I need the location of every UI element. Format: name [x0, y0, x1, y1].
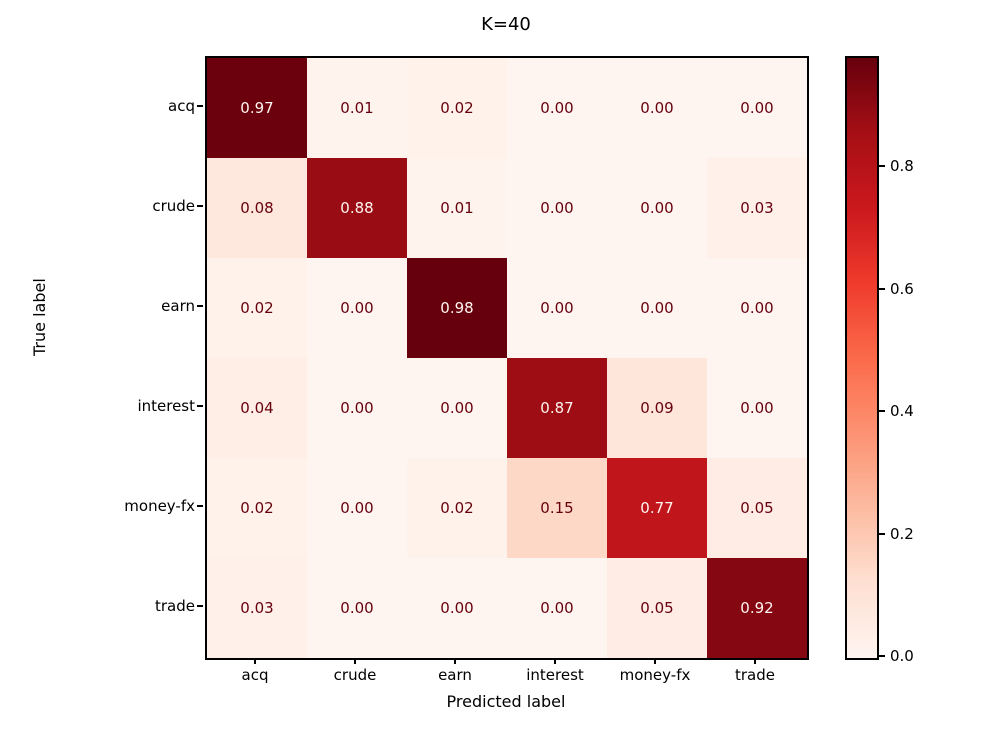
x-tick-mark [254, 658, 256, 664]
heatmap-axes: 0.97 0.01 0.02 0.00 0.00 0.00 0.08 0.88 0.01 0.00… [205, 56, 809, 660]
heatmap-cell: 0.05 [707, 458, 807, 558]
colorbar-tick-label: 0.6 [890, 279, 914, 298]
heatmap-cell: 0.00 [307, 258, 407, 358]
heatmap-cell: 0.00 [607, 258, 707, 358]
y-tick-mark [197, 305, 203, 307]
y-tick-label: trade [155, 597, 195, 615]
colorbar-tick-label: 0.0 [890, 647, 914, 665]
heatmap-cell: 0.00 [307, 558, 407, 658]
heatmap-cell: 0.04 [207, 358, 307, 458]
colorbar-tick-mark [879, 287, 885, 290]
colorbar-tick-mark [879, 410, 885, 413]
colorbar-tick-label: 0.4 [890, 402, 914, 421]
x-tick-label: crude [333, 666, 377, 684]
heatmap-cell: 0.00 [607, 58, 707, 158]
y-tick-mark [197, 505, 203, 507]
heatmap-cell: 0.00 [507, 558, 607, 658]
y-tick-label: earn [161, 297, 195, 315]
heatmap-cell: 0.00 [407, 558, 507, 658]
chart-title: K=40 [481, 14, 531, 35]
y-tick-label: money-fx [124, 497, 195, 515]
heatmap-cell: 0.00 [507, 58, 607, 158]
y-tick-mark [197, 205, 203, 207]
heatmap-cell: 0.01 [407, 158, 507, 258]
x-tick-mark [454, 658, 456, 664]
colorbar-tick-mark [879, 165, 885, 168]
heatmap-cell: 0.00 [507, 158, 607, 258]
y-tick-label: acq [168, 97, 195, 115]
x-tick-label: earn [438, 666, 472, 684]
heatmap-cell: 0.05 [607, 558, 707, 658]
colorbar-tick-mark [879, 532, 885, 535]
heatmap-cell: 0.09 [607, 358, 707, 458]
heatmap-cell: 0.15 [507, 458, 607, 558]
heatmap-cell: 0.02 [207, 458, 307, 558]
heatmap-cell: 0.00 [707, 358, 807, 458]
heatmap-cell: 0.00 [407, 358, 507, 458]
x-tick-mark [654, 658, 656, 664]
heatmap-cell: 0.92 [707, 558, 807, 658]
heatmap-cell: 0.02 [407, 458, 507, 558]
y-tick-label: crude [152, 197, 195, 215]
heatmap-cell: 0.03 [207, 558, 307, 658]
y-tick-mark [197, 105, 203, 107]
colorbar-tick-label: 0.2 [890, 524, 914, 543]
y-axis-title: True label [30, 278, 49, 356]
heatmap-cell: 0.08 [207, 158, 307, 258]
heatmap-cell: 0.88 [307, 158, 407, 258]
y-tick-mark [197, 605, 203, 607]
x-axis-title: Predicted label [446, 692, 566, 711]
heatmap-cell: 0.03 [707, 158, 807, 258]
y-tick-label: interest [137, 397, 195, 415]
heatmap-cell: 0.02 [207, 258, 307, 358]
colorbar-tick-mark [879, 655, 885, 657]
x-tick-label: acq [241, 666, 269, 684]
x-tick-label: trade [735, 666, 775, 684]
heatmap-cell: 0.01 [307, 58, 407, 158]
heatmap-cell: 0.98 [407, 258, 507, 358]
heatmap-cell: 0.00 [607, 158, 707, 258]
heatmap-cell: 0.00 [707, 258, 807, 358]
x-tick-mark [754, 658, 756, 664]
x-tick-mark [554, 658, 556, 664]
heatmap-cell: 0.97 [207, 58, 307, 158]
heatmap-cell: 0.00 [707, 58, 807, 158]
x-tick-mark [354, 658, 356, 664]
colorbar [845, 56, 879, 660]
heatmap-cell: 0.00 [307, 458, 407, 558]
heatmap-cell: 0.77 [607, 458, 707, 558]
x-tick-label: interest [526, 666, 584, 684]
heatmap-cell: 0.02 [407, 58, 507, 158]
x-tick-label: money-fx [619, 666, 691, 684]
heatmap-cell: 0.00 [507, 258, 607, 358]
colorbar-tick-label: 0.8 [890, 157, 914, 176]
heatmap-cell: 0.87 [507, 358, 607, 458]
y-tick-mark [197, 405, 203, 407]
heatmap-cell: 0.00 [307, 358, 407, 458]
heatmap-cells: 0.97 0.01 0.02 0.00 0.00 0.00 0.08 0.88 0.01 0.00… [207, 58, 807, 658]
